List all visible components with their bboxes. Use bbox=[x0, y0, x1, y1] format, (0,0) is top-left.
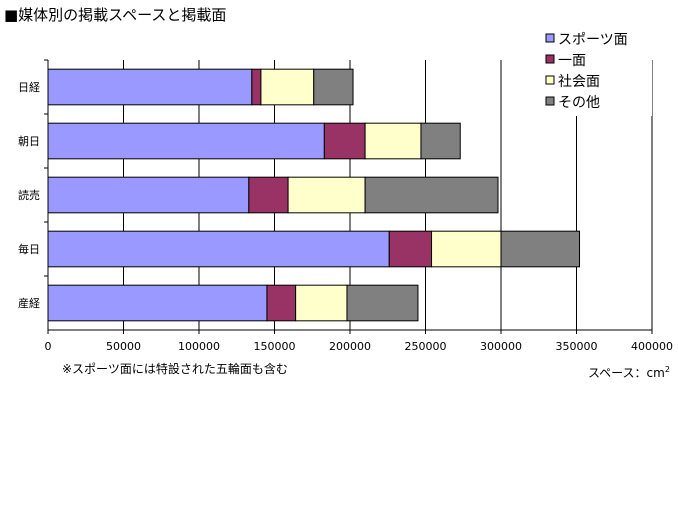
legend-label: その他 bbox=[558, 95, 600, 111]
y-tick-label: 産経 bbox=[18, 297, 40, 310]
bar-segment bbox=[260, 68, 315, 106]
x-tick-label: 100000 bbox=[178, 340, 220, 353]
legend-swatch bbox=[545, 75, 555, 85]
bar-segment bbox=[248, 176, 289, 214]
y-tick-label: 朝日 bbox=[18, 135, 40, 148]
bar-segment bbox=[420, 122, 461, 160]
bar-segment bbox=[295, 284, 348, 322]
x-tick-label: 300000 bbox=[480, 340, 522, 353]
bar-segment bbox=[47, 122, 325, 160]
bar-segment bbox=[364, 122, 422, 160]
y-tick-label: 日経 bbox=[18, 81, 40, 94]
bar-segment bbox=[47, 68, 253, 106]
legend-label: 一面 bbox=[558, 53, 586, 69]
bar-segment bbox=[388, 230, 433, 268]
bar-segment bbox=[47, 284, 268, 322]
chart-note: ※スポーツ面には特設された五輪面も含む bbox=[62, 362, 288, 376]
bar-segment bbox=[431, 230, 502, 268]
chart-title: ■媒体別の掲載スペースと掲載面 bbox=[4, 6, 227, 24]
x-tick-label: 200000 bbox=[329, 340, 371, 353]
bar-segment bbox=[364, 176, 499, 214]
bar-segment bbox=[266, 284, 297, 322]
legend-background bbox=[542, 28, 652, 116]
bars bbox=[47, 68, 581, 322]
axes bbox=[44, 59, 653, 334]
y-tick-label: 毎日 bbox=[18, 243, 40, 256]
x-tick-label: 350000 bbox=[556, 340, 598, 353]
x-tick-label: 150000 bbox=[254, 340, 296, 353]
y-tick-label: 読売 bbox=[18, 188, 40, 202]
bar-segment bbox=[47, 230, 390, 268]
axis-labels: 0 50000 100000 150000 200000 250000 300000 3500… bbox=[18, 81, 673, 353]
bar-segment bbox=[500, 230, 581, 268]
x-tick-label: 400000 bbox=[631, 340, 673, 353]
bar-segment bbox=[323, 122, 366, 160]
unit-label: スペース：cm2 bbox=[588, 364, 670, 381]
bar-segment bbox=[287, 176, 366, 214]
unit-text: スペース：cm bbox=[588, 366, 665, 380]
x-tick-label: 0 bbox=[45, 340, 52, 353]
legend-swatch bbox=[545, 96, 555, 106]
x-tick-label: 50000 bbox=[106, 340, 141, 353]
x-tick-label: 250000 bbox=[405, 340, 447, 353]
legend-label: スポーツ面 bbox=[558, 32, 628, 48]
legend-swatch bbox=[545, 33, 555, 43]
bar-segment bbox=[346, 284, 419, 322]
legend-label: 社会面 bbox=[558, 74, 600, 90]
bar-segment bbox=[47, 176, 250, 214]
unit-superscript: 2 bbox=[664, 365, 670, 374]
legend-swatch bbox=[545, 54, 555, 64]
bar-segment bbox=[251, 68, 262, 106]
bar-segment bbox=[313, 68, 354, 106]
